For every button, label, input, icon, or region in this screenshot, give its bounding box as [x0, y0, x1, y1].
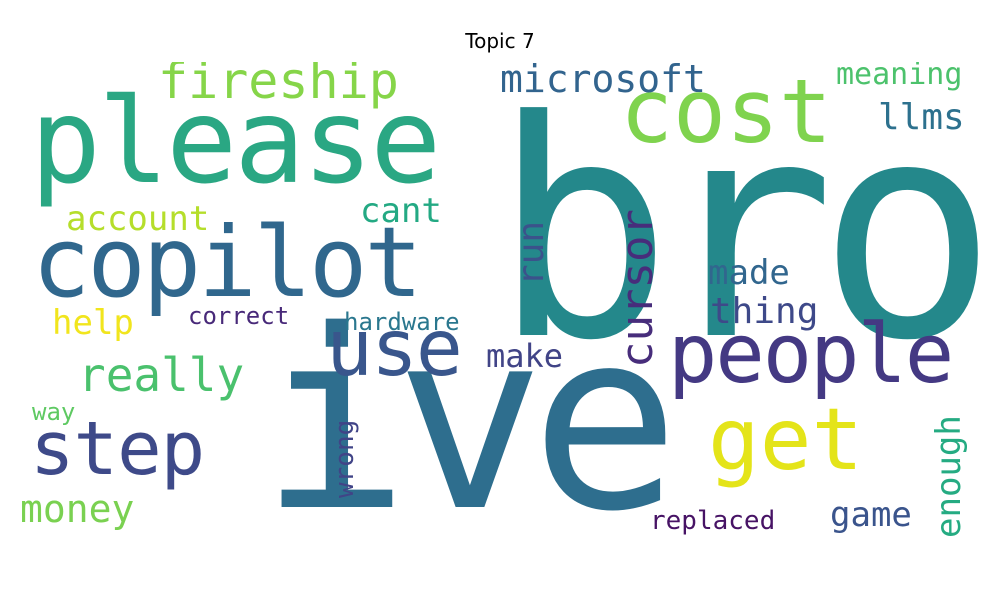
- word-copilot: copilot: [32, 206, 423, 319]
- word-really: really: [78, 348, 245, 402]
- word-made: made: [708, 253, 790, 293]
- word-fireship: fireship: [158, 62, 399, 110]
- word-ive: ive: [260, 278, 680, 546]
- word-cost: cost: [620, 62, 832, 163]
- word-make: make: [486, 337, 564, 375]
- word-replaced: replaced: [650, 506, 776, 536]
- word-run: run: [511, 220, 552, 286]
- word-wrong: wrong: [330, 419, 360, 498]
- word-enough: enough: [929, 415, 969, 538]
- word-meaning: meaning: [836, 62, 963, 92]
- word-thing: thing: [710, 291, 819, 332]
- word-help: help: [52, 303, 134, 343]
- word-get: get: [708, 390, 864, 490]
- word-use: use: [326, 304, 463, 394]
- word-hardware: hardware: [344, 308, 460, 336]
- word-llms: llms: [878, 97, 965, 138]
- word-way: way: [32, 398, 76, 426]
- word-step: step: [30, 406, 205, 492]
- word-bro: bro: [492, 62, 980, 406]
- chart-title: Topic 7: [465, 29, 535, 53]
- word-account: account: [66, 199, 210, 239]
- word-microsoft: microsoft: [500, 62, 706, 101]
- word-cursor: cursor: [612, 209, 663, 368]
- word-game: game: [830, 495, 912, 535]
- word-please: please: [30, 72, 441, 210]
- word-correct: correct: [188, 302, 290, 330]
- word-money: money: [20, 487, 135, 531]
- word-cloud: bro ive please copilot cost use people g…: [20, 62, 980, 546]
- word-people: people: [668, 307, 954, 402]
- word-cant: cant: [360, 191, 442, 231]
